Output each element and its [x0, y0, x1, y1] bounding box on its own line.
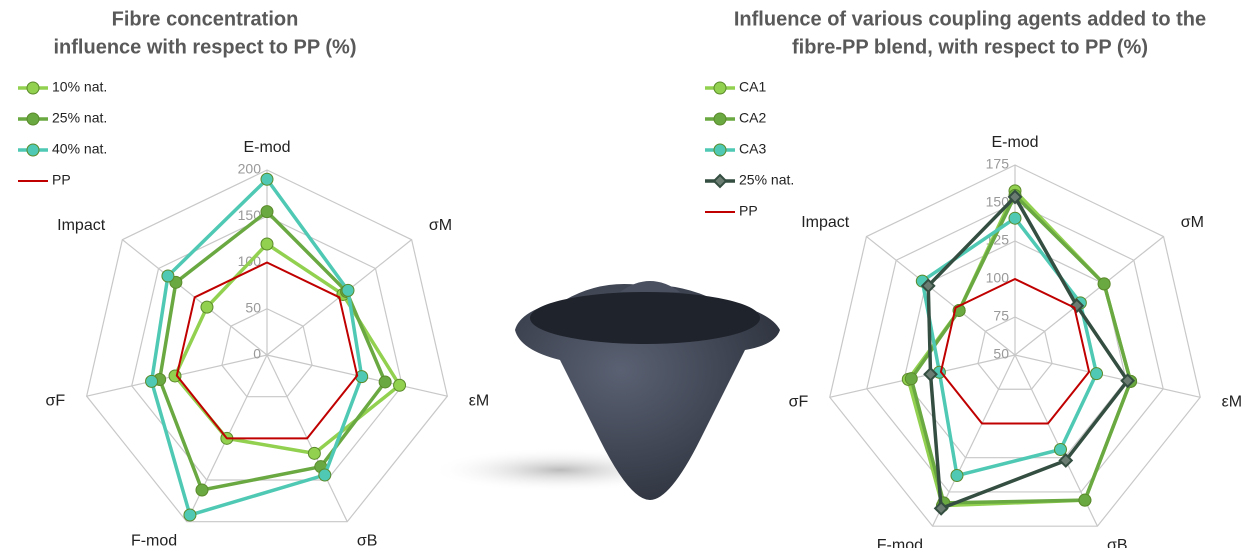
- axis-label: σM: [429, 217, 452, 234]
- axis-label: F-mod: [877, 537, 923, 548]
- chart-title: Fibre concentration: [112, 8, 299, 30]
- marker: [261, 238, 273, 250]
- legend-label: PP: [52, 172, 71, 188]
- marker: [951, 470, 963, 482]
- page: Fibre concentration influence with respec…: [0, 0, 1243, 548]
- marker: [201, 301, 213, 313]
- marker: [1055, 443, 1067, 455]
- figure: Fibre concentration influence with respec…: [0, 0, 1243, 548]
- tick-label: 50: [993, 346, 1009, 362]
- marker: [1009, 212, 1021, 224]
- marker: [146, 375, 158, 387]
- legend-label: CA1: [739, 79, 766, 95]
- marker: [1091, 368, 1103, 380]
- chart-title: fibre-PP blend, with respect to PP (%): [792, 36, 1148, 58]
- marker: [379, 376, 391, 388]
- marker: [169, 370, 181, 382]
- legend-label: CA2: [739, 110, 766, 126]
- axis-label: εM: [1222, 393, 1242, 410]
- marker: [342, 284, 354, 296]
- axis-label: εM: [469, 392, 489, 409]
- series-line: [928, 197, 1127, 508]
- spoke: [1015, 355, 1200, 397]
- marker: [905, 373, 917, 385]
- series-line: [911, 195, 1130, 503]
- marker: [319, 469, 331, 481]
- axis-label: σB: [1107, 537, 1128, 548]
- marker: [261, 173, 273, 185]
- legend-label: 25% nat.: [739, 172, 794, 188]
- axis-label: Impact: [57, 217, 106, 234]
- axis-label: σF: [789, 393, 809, 410]
- marker: [162, 270, 174, 282]
- axis-label: E-mod: [243, 139, 290, 156]
- marker: [1098, 278, 1110, 290]
- legend-label: 40% nat.: [52, 141, 107, 157]
- axis-label: σM: [1181, 214, 1204, 231]
- tick-label: 50: [245, 299, 261, 315]
- tick-label: 75: [993, 308, 1009, 324]
- legend-marker: [27, 144, 39, 156]
- chart-title: Influence of various coupling agents add…: [734, 8, 1206, 30]
- marker: [196, 484, 208, 496]
- legend-marker: [27, 113, 39, 125]
- tick-label: 0: [253, 346, 261, 362]
- axis-label: σF: [46, 392, 66, 409]
- axis-label: σB: [357, 533, 378, 548]
- legend-label: 25% nat.: [52, 110, 107, 126]
- marker: [261, 206, 273, 218]
- legend-marker: [714, 113, 726, 125]
- tick-label: 175: [986, 156, 1010, 172]
- legend-marker: [714, 175, 726, 187]
- legend-label: PP: [739, 203, 758, 219]
- marker: [394, 379, 406, 391]
- legend-marker: [27, 82, 39, 94]
- legend-label: CA3: [739, 141, 766, 157]
- legend-marker: [714, 82, 726, 94]
- tick-label: 200: [238, 161, 262, 177]
- legend-marker: [714, 144, 726, 156]
- pot-image: [430, 281, 780, 500]
- axis-label: E-mod: [991, 134, 1038, 151]
- chart-title: influence with respect to PP (%): [53, 36, 356, 58]
- legend-label: 10% nat.: [52, 79, 107, 95]
- axis-label: Impact: [801, 214, 850, 231]
- marker: [308, 447, 320, 459]
- marker: [1079, 494, 1091, 506]
- marker: [184, 509, 196, 521]
- axis-label: F-mod: [131, 533, 177, 548]
